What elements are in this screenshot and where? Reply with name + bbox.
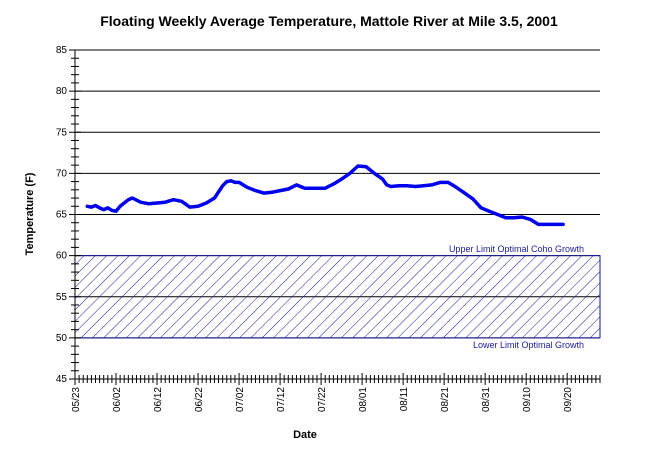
y-tick-label: 80 <box>56 86 68 97</box>
y-tick-label: 85 <box>56 45 68 56</box>
x-tick-label: 08/01 <box>358 387 369 412</box>
y-tick-label: 55 <box>56 292 68 303</box>
x-tick-label: 08/21 <box>440 387 451 412</box>
x-tick-label: 06/02 <box>112 387 123 412</box>
y-tick-label: 75 <box>56 127 68 138</box>
y-tick-label: 45 <box>56 374 68 385</box>
x-tick-label: 07/22 <box>317 387 328 412</box>
x-tick-label: 08/31 <box>481 387 492 412</box>
x-tick-label: 08/11 <box>399 387 410 412</box>
optimal-growth-band <box>74 255 601 339</box>
series-layer <box>85 164 565 227</box>
temperature-series-line <box>85 164 565 227</box>
x-axis-label: Date <box>293 429 317 441</box>
y-tick-label: 70 <box>56 168 68 179</box>
chart-title: Floating Weekly Average Temperature, Mat… <box>100 13 558 29</box>
x-axis: 05/23 06/02 06/12 06/22 07/02 07/12 07/22 08/01… <box>71 373 601 412</box>
x-tick-label: 07/02 <box>235 387 246 412</box>
x-tick-label: 06/22 <box>194 387 205 412</box>
y-tick-label: 60 <box>56 251 68 262</box>
y-tick-label: 65 <box>56 210 68 221</box>
x-tick-label: 07/12 <box>276 387 287 412</box>
y-axis-label: Temperature (F) <box>24 172 36 255</box>
x-tick-label: 09/20 <box>563 387 574 412</box>
x-tick-label: 06/12 <box>153 387 164 412</box>
y-tick-label: 50 <box>56 333 68 344</box>
lower-limit-label: Lower Limit Optimal Growth <box>473 340 584 350</box>
upper-limit-label: Upper Limit Optimal Coho Growth <box>449 244 584 254</box>
y-axis: 45 50 55 60 65 70 75 80 85 <box>56 45 81 385</box>
x-tick-label: 05/23 <box>71 387 82 412</box>
optimal-band-rect <box>74 255 601 339</box>
x-tick-label: 09/10 <box>522 387 533 412</box>
